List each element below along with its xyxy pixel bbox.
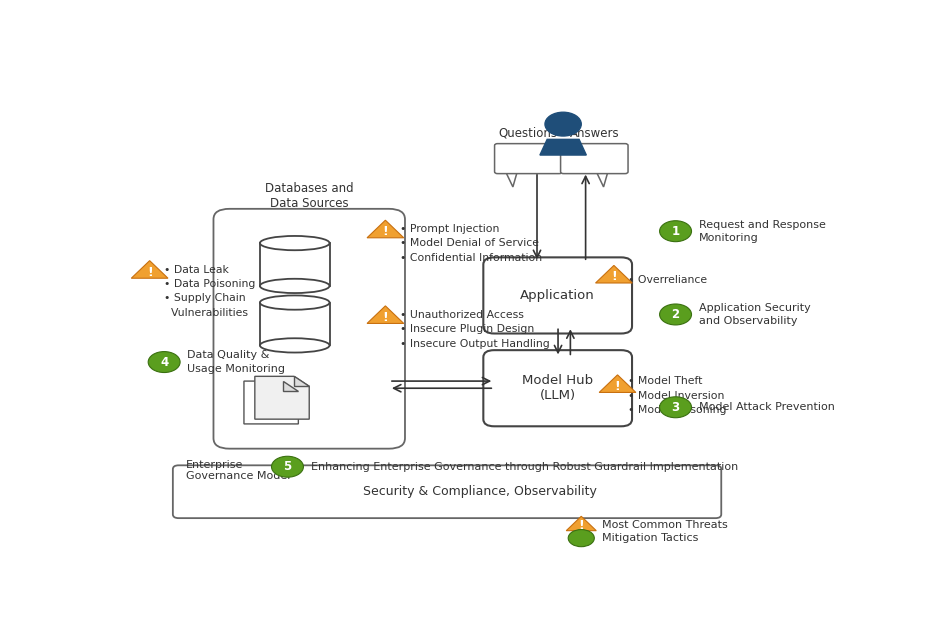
FancyBboxPatch shape	[483, 350, 632, 426]
Text: • Prompt Injection
• Model Denial of Service
• Confidential Information: • Prompt Injection • Model Denial of Ser…	[400, 224, 542, 263]
Bar	[260, 243, 329, 286]
Polygon shape	[131, 261, 168, 278]
Text: !: !	[383, 311, 388, 324]
Text: Enterprise
Governance Model: Enterprise Governance Model	[186, 460, 290, 481]
Bar	[260, 303, 329, 345]
Text: !: !	[615, 380, 621, 393]
Polygon shape	[540, 139, 586, 155]
Polygon shape	[294, 376, 309, 386]
Polygon shape	[596, 172, 607, 187]
Text: 4: 4	[160, 355, 168, 368]
Polygon shape	[566, 516, 596, 531]
Ellipse shape	[260, 236, 329, 250]
Text: Model Hub
(LLM): Model Hub (LLM)	[522, 375, 593, 402]
Text: Model Attack Prevention: Model Attack Prevention	[699, 402, 835, 412]
Text: Security & Compliance, Observability: Security & Compliance, Observability	[363, 486, 596, 499]
Ellipse shape	[260, 295, 329, 310]
Text: Answers: Answers	[569, 127, 619, 140]
Text: Enhancing Enterprise Governance through Robust Guardrail Implementation: Enhancing Enterprise Governance through …	[311, 462, 738, 472]
Polygon shape	[244, 381, 299, 424]
Text: Data Quality &
Usage Monitoring: Data Quality & Usage Monitoring	[187, 350, 285, 374]
Text: • Data Leak
• Data Poisoning
• Supply Chain
  Vulnerabilities: • Data Leak • Data Poisoning • Supply Ch…	[164, 265, 256, 318]
Text: Mitigation Tactics: Mitigation Tactics	[602, 533, 698, 543]
Text: Databases and
Data Sources: Databases and Data Sources	[265, 182, 354, 210]
Text: !: !	[383, 225, 388, 239]
Polygon shape	[255, 376, 309, 419]
FancyBboxPatch shape	[173, 465, 722, 518]
Polygon shape	[283, 381, 299, 391]
FancyBboxPatch shape	[494, 143, 562, 174]
Text: !: !	[147, 266, 153, 279]
Polygon shape	[599, 375, 636, 392]
Circle shape	[148, 352, 180, 373]
FancyBboxPatch shape	[483, 257, 632, 334]
Text: Application Security
and Observability: Application Security and Observability	[699, 303, 811, 326]
FancyBboxPatch shape	[213, 209, 405, 449]
Circle shape	[660, 397, 692, 418]
Ellipse shape	[260, 338, 329, 352]
Text: !: !	[578, 519, 584, 532]
Circle shape	[545, 112, 581, 136]
Ellipse shape	[260, 279, 329, 293]
Polygon shape	[367, 220, 403, 238]
Text: 5: 5	[284, 460, 292, 473]
Polygon shape	[367, 306, 403, 323]
Polygon shape	[505, 172, 518, 187]
Text: Most Common Threats: Most Common Threats	[602, 520, 727, 530]
Text: 1: 1	[671, 225, 680, 238]
Text: • Unauthorized Access
• Insecure Plugin Design
• Insecure Output Handling: • Unauthorized Access • Insecure Plugin …	[400, 310, 549, 349]
FancyBboxPatch shape	[561, 143, 628, 174]
Circle shape	[660, 304, 692, 325]
Text: 2: 2	[671, 308, 680, 321]
Text: 3: 3	[671, 400, 680, 414]
Circle shape	[660, 221, 692, 242]
Text: Application: Application	[520, 289, 595, 302]
Text: • Overreliance: • Overreliance	[628, 276, 708, 286]
Text: Questions: Questions	[499, 127, 558, 140]
Circle shape	[271, 456, 303, 477]
Polygon shape	[595, 265, 632, 283]
Text: Request and Response
Monitoring: Request and Response Monitoring	[699, 219, 826, 243]
Text: !: !	[611, 271, 617, 284]
Circle shape	[568, 530, 594, 547]
Text: • Model Theft
• Model Inversion
• Model Poisoning: • Model Theft • Model Inversion • Model …	[628, 376, 727, 415]
